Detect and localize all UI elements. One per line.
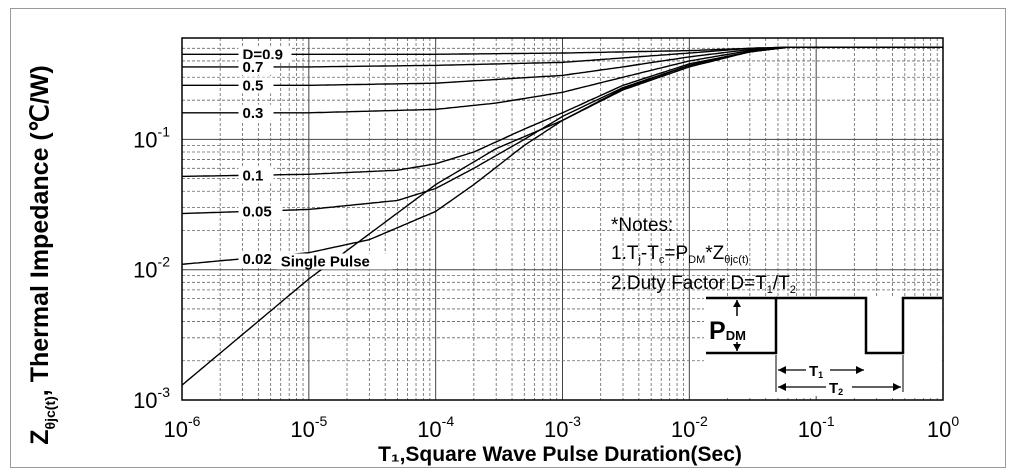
t1-label-background bbox=[806, 360, 830, 378]
series-label-background bbox=[238, 77, 274, 94]
t1-label: T1 bbox=[809, 363, 823, 380]
pdm-arrow-head-down bbox=[733, 344, 741, 351]
notes-line-1-b-sub: c bbox=[659, 254, 665, 266]
series-label-background bbox=[238, 250, 283, 267]
t1-label-main: T bbox=[809, 363, 818, 380]
notes-line-2-b-sub: 2 bbox=[790, 284, 796, 296]
series-label: 0.1 bbox=[243, 167, 264, 184]
notes-line-2-a-sub: 1 bbox=[767, 284, 773, 296]
pulse-waveform-train bbox=[776, 296, 942, 355]
t2-label: T2 bbox=[829, 380, 843, 397]
pdm-label-main: P bbox=[709, 317, 726, 345]
notes-line-1-c: =P bbox=[664, 243, 688, 264]
notes-line-1-a: 1.T bbox=[611, 243, 639, 264]
pulse-diagram-background bbox=[704, 296, 940, 396]
notes-line-1: 1.Tj-Tc=PDM*Zθjc(t) bbox=[611, 243, 749, 266]
chart-frame bbox=[10, 8, 1006, 468]
x-axis-title: T₁,Square Wave Pulse Duration(Sec) bbox=[378, 443, 742, 466]
series-labels: D=0.90.70.50.30.10.050.02 Single Pulse bbox=[238, 46, 393, 270]
pdm-label: PDM bbox=[709, 317, 746, 345]
y-axis-title: Zθjc(t), Thermal Impedance (℃/W) bbox=[26, 65, 58, 444]
series-label: 0.7 bbox=[243, 59, 264, 76]
t2-arrow-head-left bbox=[778, 383, 786, 391]
y-tick-label: 10-1 bbox=[133, 123, 170, 152]
y-axis-title-subscript: θjc(t) bbox=[42, 396, 58, 429]
series-label-background bbox=[238, 203, 283, 220]
series-label: Single Pulse bbox=[281, 253, 370, 270]
notes-line-1-b: -T bbox=[641, 243, 659, 264]
y-tick-label: 10-3 bbox=[133, 384, 170, 413]
pulse-waveform bbox=[706, 296, 778, 355]
series-lines bbox=[181, 46, 943, 386]
notes-line-2-b: /T bbox=[773, 273, 790, 294]
series-label-background bbox=[238, 104, 274, 121]
pulse-diagram: PDM T1 T2 bbox=[704, 296, 942, 397]
notes-line-1-c-sub: DM bbox=[688, 254, 705, 266]
pdm-label-background bbox=[706, 316, 770, 342]
series-label: 0.05 bbox=[243, 204, 272, 221]
y-axis-title-prefix: Z bbox=[26, 429, 54, 444]
series-label-background bbox=[238, 58, 274, 75]
x-tick-label: 10-4 bbox=[417, 413, 454, 442]
t2-label-main: T bbox=[829, 380, 838, 397]
notes-title: *Notes: bbox=[611, 215, 673, 236]
t1-arrow-head-left bbox=[778, 366, 786, 374]
plot-area-border bbox=[181, 37, 944, 401]
series-label: 0.5 bbox=[243, 77, 264, 94]
tick-labels: 10-6 10-5 10-4 10-3 10-2 10-1 100 10-3 10-2 10-1 bbox=[133, 123, 959, 442]
y-axis-title-suffix: , Thermal Impedance (℃/W) bbox=[26, 65, 54, 396]
series-label-background bbox=[276, 253, 393, 270]
t2-label-sub: 2 bbox=[838, 387, 843, 397]
t2-arrow-head-right bbox=[893, 383, 901, 391]
notes-line-1-d-sub: θjc(t) bbox=[724, 254, 748, 266]
x-tick-label: 10-3 bbox=[544, 413, 581, 442]
pdm-label-sub: DM bbox=[726, 328, 746, 343]
series-label: 0.02 bbox=[243, 251, 272, 268]
notes-line-2-a: 2.Duty Factor D=T bbox=[611, 273, 767, 294]
x-tick-label: 10-2 bbox=[671, 413, 708, 442]
x-tick-label: 10-1 bbox=[798, 413, 835, 442]
grid bbox=[182, 38, 943, 400]
series-label: 0.3 bbox=[243, 105, 264, 122]
x-tick-label: 100 bbox=[927, 413, 959, 442]
x-tick-label: 10-5 bbox=[290, 413, 327, 442]
notes-line-1-a-sub: j bbox=[637, 254, 640, 266]
t2-label-background bbox=[826, 378, 852, 396]
t1-label-sub: 1 bbox=[818, 370, 823, 380]
pdm-arrow-head-up bbox=[733, 300, 741, 307]
notes-line-2: 2.Duty Factor D=T1/T2 bbox=[611, 273, 796, 296]
series-label-background bbox=[238, 46, 292, 63]
series-label-background bbox=[238, 167, 274, 184]
y-tick-label: 10-2 bbox=[133, 254, 170, 283]
notes-block: *Notes: 1.Tj-Tc=PDM*Zθjc(t) 2.Duty Facto… bbox=[611, 215, 796, 296]
series-line bbox=[181, 46, 943, 386]
x-tick-label: 10-6 bbox=[164, 413, 201, 442]
t1-arrow-head-right bbox=[856, 366, 864, 374]
notes-line-1-d: *Z bbox=[705, 243, 724, 264]
